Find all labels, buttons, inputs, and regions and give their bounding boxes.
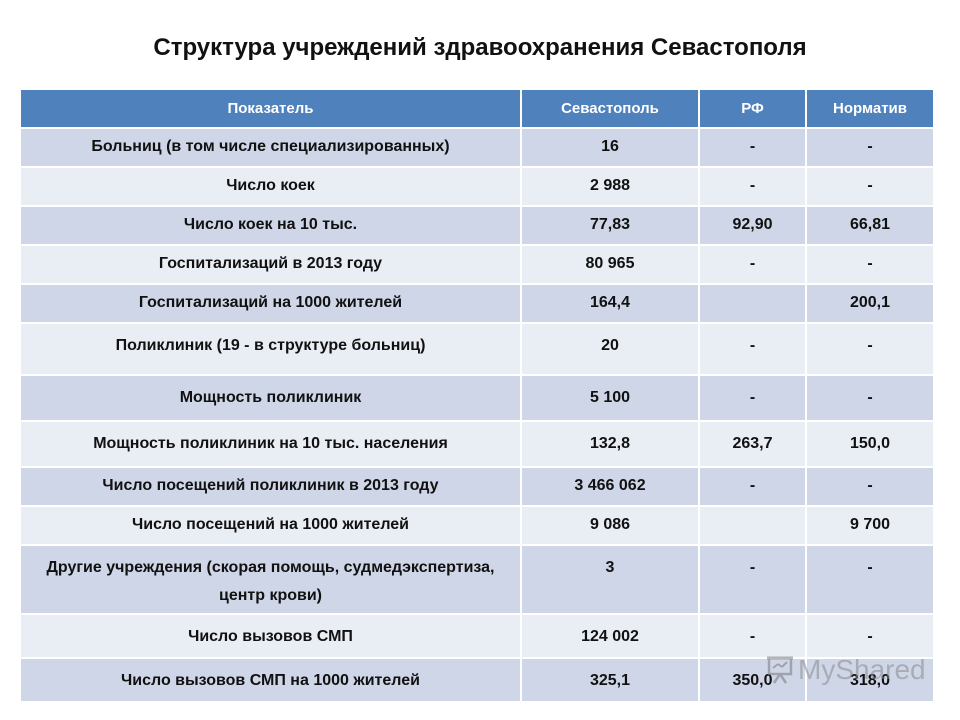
table-cell: 5 100 xyxy=(520,374,700,422)
table-cell: Больниц (в том числе специализированных) xyxy=(19,127,522,168)
table-cell: 132,8 xyxy=(520,420,700,468)
table-cell: Число вызовов СМП на 1000 жителей xyxy=(19,657,522,703)
table-cell: 9 700 xyxy=(805,505,935,546)
table-cell: Число коек xyxy=(19,166,522,207)
table-cell: 150,0 xyxy=(805,420,935,468)
table-cell: 77,83 xyxy=(520,205,700,246)
table-cell: 350,0 xyxy=(698,657,807,703)
table-row: Число посещений на 1000 жителей 9 086 9 … xyxy=(19,505,935,546)
table-row: Госпитализаций в 2013 году 80 965 - - xyxy=(19,244,935,285)
table-cell: Поликлиник (19 - в структуре больниц) xyxy=(19,322,522,376)
table-cell: 20 xyxy=(520,322,700,376)
table-cell: Число коек на 10 тыс. xyxy=(19,205,522,246)
table-cell: 80 965 xyxy=(520,244,700,285)
column-header: РФ xyxy=(698,88,807,129)
table-cell: 164,4 xyxy=(520,283,700,324)
table-cell: - xyxy=(698,127,807,168)
table-cell: 3 xyxy=(520,544,700,615)
table-cell: - xyxy=(805,322,935,376)
table-cell: - xyxy=(805,613,935,659)
table-row: Мощность поликлиник на 10 тыс. населения… xyxy=(19,420,935,468)
column-header: Норматив xyxy=(805,88,935,129)
table-row: Поликлиник (19 - в структуре больниц) 20… xyxy=(19,322,935,376)
table-cell: 16 xyxy=(520,127,700,168)
table-cell: Мощность поликлиник на 10 тыс. населения xyxy=(19,420,522,468)
table-cell: 92,90 xyxy=(698,205,807,246)
table-cell: Число вызовов СМП xyxy=(19,613,522,659)
table-row: Больниц (в том числе специализированных)… xyxy=(19,127,935,168)
page-title: Структура учреждений здравоохранения Сев… xyxy=(153,34,807,61)
table-cell: 9 086 xyxy=(520,505,700,546)
table-cell: 325,1 xyxy=(520,657,700,703)
table-cell: - xyxy=(698,374,807,422)
table-cell: Госпитализаций в 2013 году xyxy=(19,244,522,285)
table-cell: Мощность поликлиник xyxy=(19,374,522,422)
table-cell xyxy=(698,283,807,324)
table-row: Число посещений поликлиник в 2013 году 3… xyxy=(19,466,935,507)
table-row: Число коек на 10 тыс. 77,83 92,90 66,81 xyxy=(19,205,935,246)
data-table: Показатель Севастополь РФ Норматив Больн… xyxy=(19,88,935,703)
table-cell: 2 988 xyxy=(520,166,700,207)
table-cell: 3 466 062 xyxy=(520,466,700,507)
table-cell: - xyxy=(698,466,807,507)
table-cell: 263,7 xyxy=(698,420,807,468)
table-cell: 66,81 xyxy=(805,205,935,246)
table-cell: 200,1 xyxy=(805,283,935,324)
table-row: Госпитализаций на 1000 жителей 164,4 200… xyxy=(19,283,935,324)
table-cell: - xyxy=(698,322,807,376)
table-cell: - xyxy=(805,244,935,285)
column-header: Показатель xyxy=(19,88,522,129)
table-cell: Число посещений на 1000 жителей xyxy=(19,505,522,546)
table-cell: - xyxy=(805,466,935,507)
table-cell: - xyxy=(805,544,935,615)
column-header: Севастополь xyxy=(520,88,700,129)
table-row: Другие учреждения (скорая помощь, судмед… xyxy=(19,544,935,615)
table-cell: Госпитализаций на 1000 жителей xyxy=(19,283,522,324)
table-row: Мощность поликлиник 5 100 - - xyxy=(19,374,935,422)
table-cell: - xyxy=(698,166,807,207)
table-row: Число вызовов СМП 124 002 - - xyxy=(19,613,935,659)
table-cell: - xyxy=(805,166,935,207)
table-cell: 318,0 xyxy=(805,657,935,703)
table-cell: 124 002 xyxy=(520,613,700,659)
table-cell: - xyxy=(698,244,807,285)
table-cell xyxy=(698,505,807,546)
table-cell: - xyxy=(698,544,807,615)
table-row: Число коек 2 988 - - xyxy=(19,166,935,207)
table-cell: Число посещений поликлиник в 2013 году xyxy=(19,466,522,507)
table-cell: - xyxy=(805,127,935,168)
table-row: Число вызовов СМП на 1000 жителей 325,1 … xyxy=(19,657,935,703)
table-cell: Другие учреждения (скорая помощь, судмед… xyxy=(19,544,522,615)
table-header-row: Показатель Севастополь РФ Норматив xyxy=(19,88,935,129)
table-cell: - xyxy=(698,613,807,659)
table-cell: - xyxy=(805,374,935,422)
